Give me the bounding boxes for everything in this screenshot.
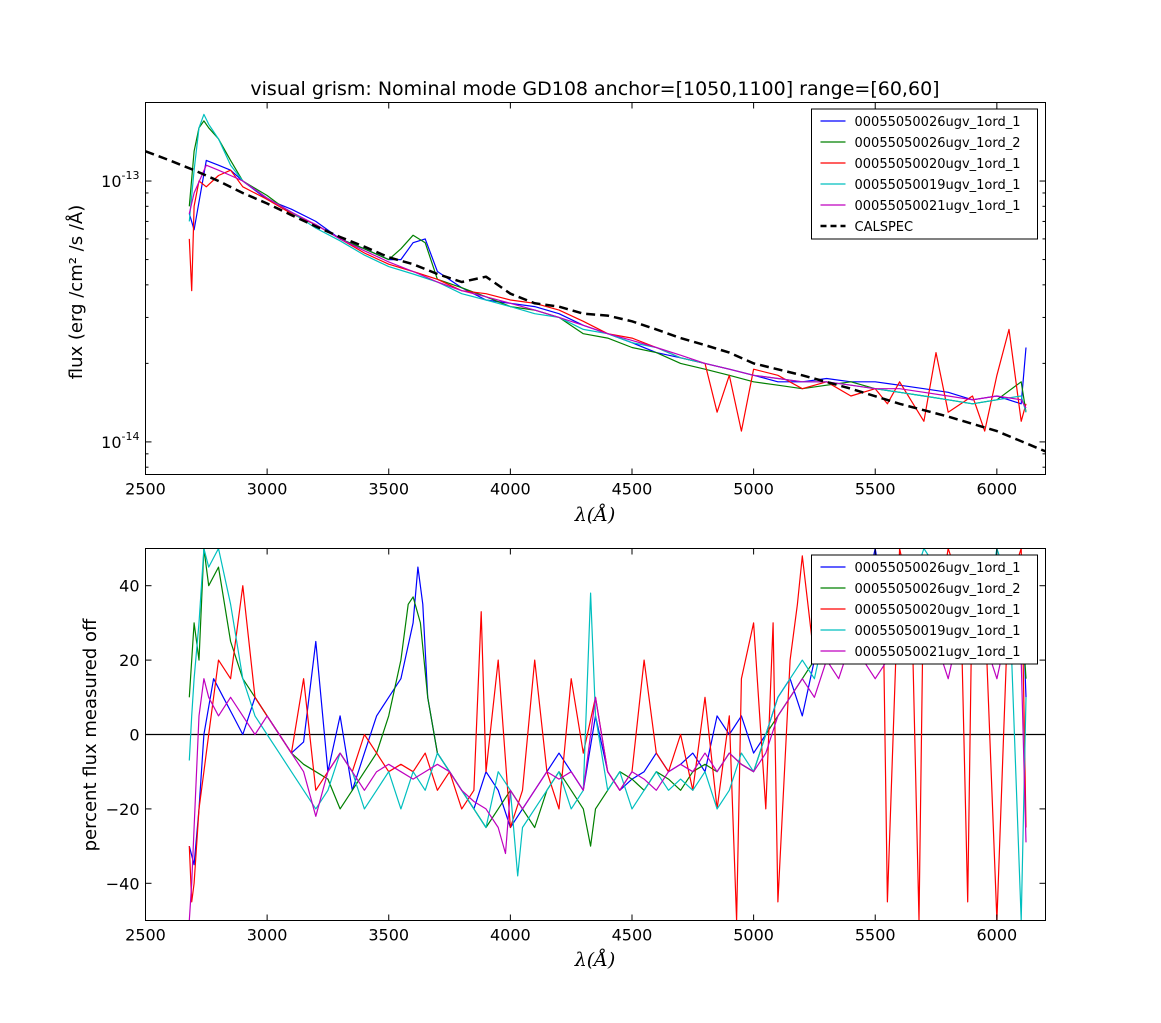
series-line-00055050021ugv-1ord-1 (188, 164, 1027, 409)
y-tick-label: 20 (119, 651, 139, 670)
y-tick-label: −40 (106, 874, 140, 893)
legend-label: 00055050026ugv_1ord_2 (855, 136, 1021, 151)
x-tick-label: 4000 (490, 480, 531, 499)
legend-box (811, 554, 1038, 665)
series-line-calspec (145, 150, 1046, 453)
y-tick-label: 40 (119, 577, 139, 596)
x-tick-label: 3500 (368, 480, 409, 499)
x-tick-label: 6000 (976, 480, 1017, 499)
top-x-axis-label: λ(Å) (574, 504, 616, 526)
series-line-00055050021ugv-1ord-1 (188, 622, 1027, 921)
x-tick-label: 3000 (247, 926, 288, 945)
bottom-y-axis-label-group: percent flux measured off (80, 618, 101, 851)
legend-label: 00055050020ugv_1ord_1 (855, 603, 1021, 618)
legend-label: 00055050021ugv_1ord_1 (855, 645, 1021, 660)
legend-label: 00055050026ugv_1ord_1 (855, 115, 1021, 130)
top-chart-title: visual grism: Nominal mode GD108 anchor=… (250, 78, 939, 100)
x-tick-label: 6000 (976, 926, 1017, 945)
legend-label: 00055050021ugv_1ord_1 (855, 199, 1021, 214)
y-tick-label: 0 (129, 726, 139, 745)
x-tick-label: 3500 (368, 926, 409, 945)
top-y-axis-label-group: flux (erg /cm² /s /Å) (65, 205, 87, 379)
bottom-y-axis-label: percent flux measured off (80, 618, 101, 851)
bottom-plot-frame (145, 548, 1046, 921)
legend-label: 00055050019ugv_1ord_1 (855, 178, 1021, 193)
top-y-axis-label: flux (erg /cm² /s /Å) (65, 205, 87, 379)
legend-label: CALSPEC (855, 220, 914, 235)
series-line-00055050020ugv-1ord-1 (188, 169, 1027, 432)
x-tick-label: 3000 (247, 480, 288, 499)
bottom-x-axis-label: λ(Å) (574, 949, 616, 971)
x-tick-label: 5000 (733, 926, 774, 945)
x-tick-label: 4000 (490, 926, 531, 945)
x-tick-label: 5000 (733, 480, 774, 499)
x-tick-label: 4500 (612, 926, 653, 945)
x-tick-label: 5500 (855, 926, 896, 945)
legend-label: 00055050020ugv_1ord_1 (855, 157, 1021, 172)
x-tick-label: 5500 (855, 480, 896, 499)
top-plot-frame (145, 102, 1046, 475)
top-axis-ticks: 2500 3000 3500 4000 4500 5000 5500 6000 10-13 10-… (101, 102, 1046, 499)
legend-box (811, 108, 1038, 240)
legend-label: 00055050019ugv_1ord_1 (855, 624, 1021, 639)
legend-label: 00055050026ugv_1ord_1 (855, 561, 1021, 576)
legend-label: 00055050026ugv_1ord_2 (855, 582, 1021, 597)
x-tick-label: 4500 (612, 480, 653, 499)
bottom-legend: 00055050026ugv_1ord_1 00055050026ugv_1ord… (811, 554, 1038, 665)
x-tick-label: 2500 (125, 480, 166, 499)
x-tick-label: 2500 (125, 926, 166, 945)
series-line-00055050026ugv-1ord-1 (188, 159, 1027, 405)
y-tick-label: 10-13 (101, 169, 139, 191)
y-tick-label: 10-14 (101, 430, 139, 452)
top-legend: 00055050026ugv_1ord_1 00055050026ugv_1ord… (811, 108, 1038, 240)
top-plot-lines (145, 113, 1046, 453)
y-tick-label: −20 (106, 800, 140, 819)
bottom-axis-ticks: 2500 3000 3500 4000 4500 5000 5500 6000 40 20 0 −20… (106, 548, 1046, 945)
